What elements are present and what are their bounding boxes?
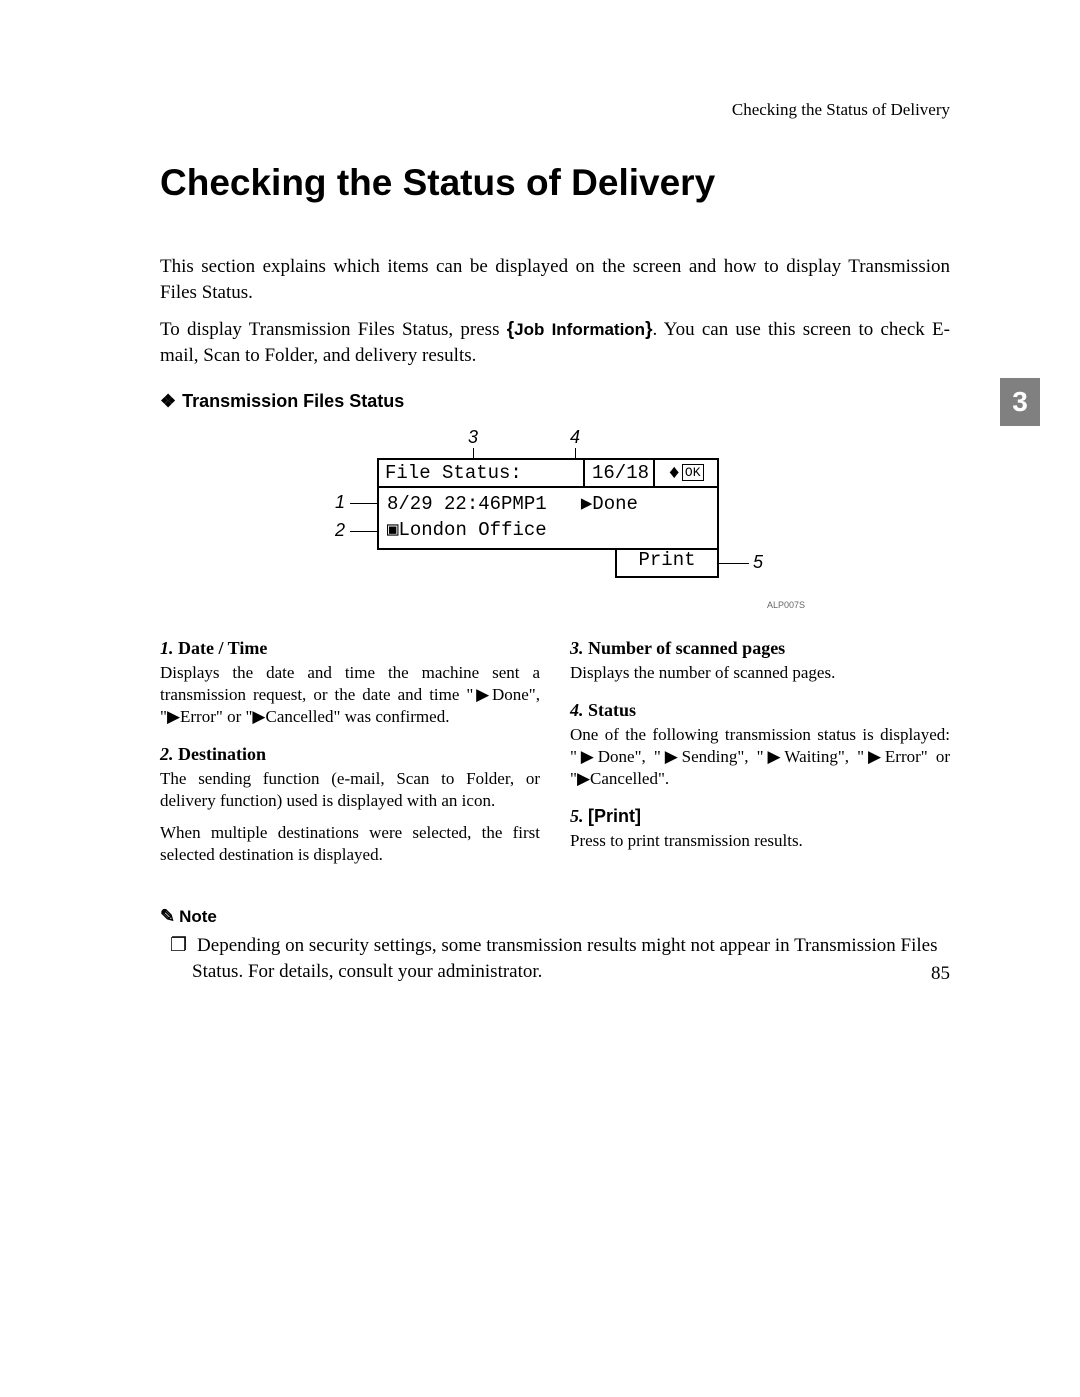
item-heading: 5. [Print] — [570, 806, 950, 827]
items-columns: 1. Date / Time Displays the date and tim… — [160, 638, 950, 883]
item-number: 4. — [570, 700, 584, 720]
item-body: One of the following transmission status… — [570, 724, 950, 790]
lcd-ok-indicator: ♦OK — [655, 460, 717, 486]
diagram-area: 3 4 1 2 5 File Status: 16/18 ♦OK — [160, 430, 950, 610]
destination-icon: ▣ — [387, 519, 398, 541]
item-heading: 2. Destination — [160, 744, 540, 765]
item-2: 2. Destination The sending function (e-m… — [160, 744, 540, 866]
item-5: 5. [Print] Press to print transmission r… — [570, 806, 950, 852]
item-heading: 1. Date / Time — [160, 638, 540, 659]
callout-line — [719, 563, 749, 564]
callout-4: 4 — [570, 427, 580, 448]
section-heading: ❖ Transmission Files Status — [160, 391, 950, 412]
lcd-title: File Status: — [379, 460, 585, 486]
item-label: Status — [588, 700, 636, 720]
left-column: 1. Date / Time Displays the date and tim… — [160, 638, 540, 883]
item-number: 3. — [570, 638, 584, 658]
running-header: Checking the Status of Delivery — [160, 100, 950, 120]
lcd-datetime: 8/29 22:46PMP1 — [387, 493, 547, 515]
item-body-2: When multiple destinations were selected… — [160, 822, 540, 866]
callout-3: 3 — [468, 427, 478, 448]
item-label: Date / Time — [178, 638, 267, 658]
lcd-page-count: 16/18 — [585, 460, 655, 486]
lcd-destination: London Office — [398, 519, 546, 541]
page-number: 85 — [931, 963, 950, 985]
job-information-key: Job Information — [514, 320, 645, 339]
item-body: Displays the date and time the machine s… — [160, 662, 540, 728]
callout-5: 5 — [753, 552, 763, 573]
lcd-row-1: 8/29 22:46PMP1 ▶Done — [387, 491, 709, 518]
note-label: Note — [179, 907, 217, 926]
ok-label: OK — [682, 464, 704, 481]
item-body: Press to print transmission results. — [570, 830, 950, 852]
updown-icon: ♦ — [668, 462, 679, 484]
chapter-tab: 3 — [1000, 378, 1040, 426]
item-1: 1. Date / Time Displays the date and tim… — [160, 638, 540, 728]
note-heading: ✎Note — [160, 906, 950, 927]
right-column: 3. Number of scanned pages Displays the … — [570, 638, 950, 883]
intro2-pre: To display Transmission Files Status, pr… — [160, 319, 507, 340]
lcd-status: ▶Done — [581, 493, 638, 515]
lcd-row-2: ▣London Office — [387, 517, 709, 544]
intro-paragraph-2: To display Transmission Files Status, pr… — [160, 317, 950, 368]
item-number: 1. — [160, 638, 174, 658]
item-3: 3. Number of scanned pages Displays the … — [570, 638, 950, 684]
lcd-diagram: 3 4 1 2 5 File Status: 16/18 ♦OK — [305, 430, 805, 610]
item-label: Destination — [178, 744, 266, 764]
page-title: Checking the Status of Delivery — [160, 162, 950, 204]
callout-line — [350, 531, 378, 532]
lcd-header: File Status: 16/18 ♦OK — [377, 458, 719, 488]
callout-2: 2 — [335, 520, 345, 541]
key-bracket-left: { — [507, 319, 514, 340]
diamond-icon: ❖ — [160, 391, 176, 411]
lcd-body: 8/29 22:46PMP1 ▶Done ▣London Office — [377, 488, 719, 550]
diagram-code: ALP007S — [767, 600, 805, 610]
item-number: 5. — [570, 806, 584, 826]
print-button[interactable]: Print — [615, 548, 719, 578]
item-4: 4. Status One of the following transmiss… — [570, 700, 950, 790]
item-heading: 3. Number of scanned pages — [570, 638, 950, 659]
callout-line — [350, 503, 378, 504]
item-heading: 4. Status — [570, 700, 950, 721]
note-bullet-icon: ❐ — [170, 935, 187, 956]
item-body: Displays the number of scanned pages. — [570, 662, 950, 684]
item-body: The sending function (e-mail, Scan to Fo… — [160, 768, 540, 812]
item-number: 2. — [160, 744, 174, 764]
item-label: [Print] — [588, 806, 641, 826]
item-label: Number of scanned pages — [588, 638, 785, 658]
intro-paragraph-1: This section explains which items can be… — [160, 254, 950, 305]
pencil-icon: ✎ — [160, 906, 175, 926]
note-body: ❐Depending on security settings, some tr… — [160, 933, 950, 984]
section-title-text: Transmission Files Status — [182, 391, 404, 411]
callout-1: 1 — [335, 492, 345, 513]
note-text: Depending on security settings, some tra… — [192, 935, 937, 982]
